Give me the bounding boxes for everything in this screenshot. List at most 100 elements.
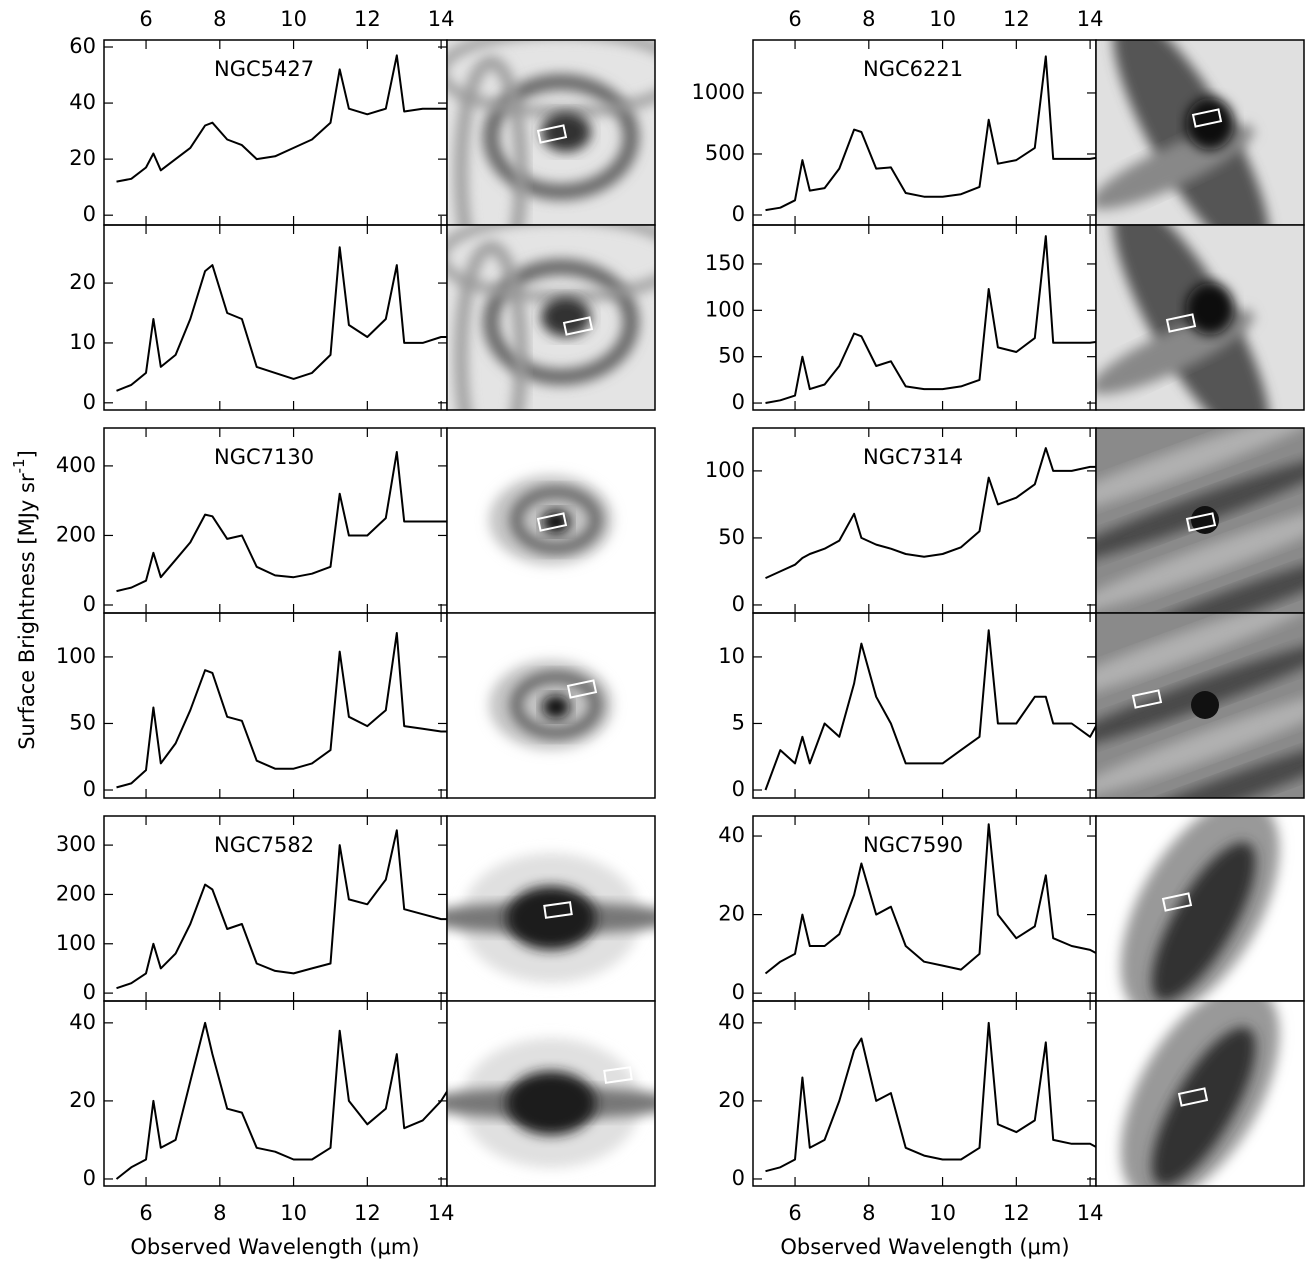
panel: 0 20 40 6 8 10 12 14	[718, 1000, 1305, 1225]
panel-title: NGC7590	[863, 833, 963, 857]
x-tick-label: 6	[788, 7, 801, 31]
image	[447, 1001, 655, 1186]
y-tick-label: 50	[718, 344, 745, 368]
y-tick-label: 1000	[692, 80, 745, 104]
y-tick-label: 400	[56, 453, 96, 477]
x-tick-label: 10	[929, 1201, 956, 1225]
y-tick-label: 50	[718, 525, 745, 549]
image-frame	[446, 612, 656, 799]
image	[447, 816, 655, 1001]
y-tick-label: 100	[705, 458, 745, 482]
spectrum-line	[765, 235, 1098, 404]
image-feature	[1186, 283, 1234, 335]
panel: 0 100 200 300 NGC7582	[56, 815, 656, 1004]
y-tick-label: 0	[732, 390, 745, 414]
image-feature	[1096, 686, 1304, 798]
x-tick-label: 8	[213, 7, 226, 31]
x-tick-label: 10	[280, 7, 307, 31]
aperture-box	[536, 124, 568, 144]
spectrum-line	[116, 246, 449, 392]
x-tick-label: 14	[428, 1201, 455, 1225]
aperture-box	[562, 316, 594, 336]
y-tick-label: 500	[705, 141, 745, 165]
image-frame	[1095, 1000, 1305, 1187]
panel-title: NGC6221	[863, 57, 963, 81]
y-tick-label: 100	[56, 644, 96, 668]
image-feature	[541, 112, 591, 152]
aperture-box	[543, 901, 573, 919]
image-feature	[1096, 428, 1304, 520]
y-tick-label: 20	[718, 902, 745, 926]
image-feature	[1096, 613, 1304, 705]
spectrum-line	[764, 823, 1098, 975]
image-frame	[1095, 612, 1305, 799]
panel-title: NGC5427	[214, 57, 314, 81]
y-tick-label: 0	[732, 1166, 745, 1190]
image-feature	[447, 225, 655, 302]
x-tick-label: 14	[428, 7, 455, 31]
plot-frame	[103, 1000, 448, 1187]
y-axis-title-sup: -1	[10, 458, 28, 473]
panel-title: NGC7130	[214, 445, 314, 469]
y-tick-label: 0	[732, 777, 745, 801]
y-tick-label: 0	[732, 202, 745, 226]
image-feature	[455, 56, 527, 225]
y-tick-label: 60	[69, 34, 96, 58]
image-feature	[483, 259, 639, 385]
y-tick-label: 0	[83, 202, 96, 226]
x-tick-label: 8	[862, 1201, 875, 1225]
aperture-box	[603, 1066, 633, 1084]
image-feature	[541, 297, 591, 337]
aperture-box	[1185, 512, 1217, 532]
image	[1096, 40, 1304, 225]
aperture-box	[566, 679, 598, 699]
y-tick-label: 40	[718, 823, 745, 847]
panel-title: NGC7582	[214, 833, 314, 857]
x-tick-label: 8	[213, 1201, 226, 1225]
y-tick-label: 10	[69, 330, 96, 354]
y-tick-label: 0	[83, 777, 96, 801]
y-tick-label: 20	[69, 146, 96, 170]
y-tick-label: 0	[732, 980, 745, 1004]
plot-frame	[103, 224, 448, 411]
panel: 0 10 20	[69, 224, 656, 414]
panel: 0 5 10	[718, 612, 1305, 801]
y-tick-label: 300	[56, 832, 96, 856]
x-tick-label: 12	[354, 7, 381, 31]
image	[447, 613, 655, 798]
y-axis-title-main: Surface Brightness [MJy sr	[15, 473, 39, 750]
image	[1096, 613, 1304, 798]
x-axis-title: Observed Wavelength (μm)	[780, 1235, 1069, 1259]
y-tick-label: 10	[718, 644, 745, 668]
aperture-box	[1161, 892, 1193, 912]
y-tick-label: 200	[56, 881, 96, 905]
image-feature	[1151, 842, 1256, 1001]
y-tick-label: 20	[69, 1088, 96, 1112]
image	[447, 428, 655, 613]
x-axis-title: Observed Wavelength (μm)	[130, 1235, 419, 1259]
y-tick-label: 0	[83, 1166, 96, 1190]
spectrum-line	[764, 629, 1099, 791]
spectrum-line	[765, 1021, 1098, 1173]
image	[1096, 1001, 1304, 1186]
y-tick-label: 5	[732, 710, 745, 734]
panel: 0 50 100 150	[705, 224, 1305, 414]
x-tick-label: 12	[354, 1201, 381, 1225]
panel: 0 50 100	[56, 612, 656, 801]
spectrum-line	[116, 829, 449, 990]
image-feature	[1151, 1027, 1256, 1186]
panel-title: NGC7314	[863, 445, 963, 469]
image	[1096, 428, 1304, 613]
y-tick-label: 40	[718, 1010, 745, 1034]
y-tick-label: 100	[56, 931, 96, 955]
x-tick-label: 10	[929, 7, 956, 31]
y-tick-label: 40	[69, 1010, 96, 1034]
panel: 0 200 400 NGC7130	[56, 427, 656, 616]
image-feature	[542, 695, 570, 719]
image-feature	[1096, 548, 1304, 613]
image-frame	[1095, 224, 1305, 411]
spectrum-line	[116, 451, 449, 593]
image	[447, 225, 655, 410]
x-tick-label: 8	[862, 7, 875, 31]
image-feature	[455, 241, 527, 410]
